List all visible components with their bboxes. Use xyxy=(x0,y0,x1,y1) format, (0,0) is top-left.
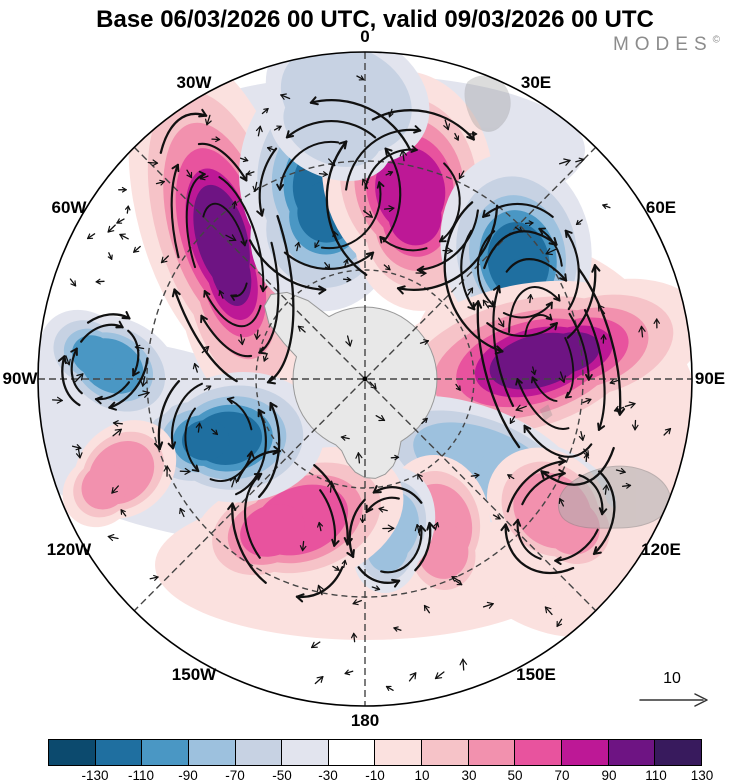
svg-text:10: 10 xyxy=(663,670,681,687)
